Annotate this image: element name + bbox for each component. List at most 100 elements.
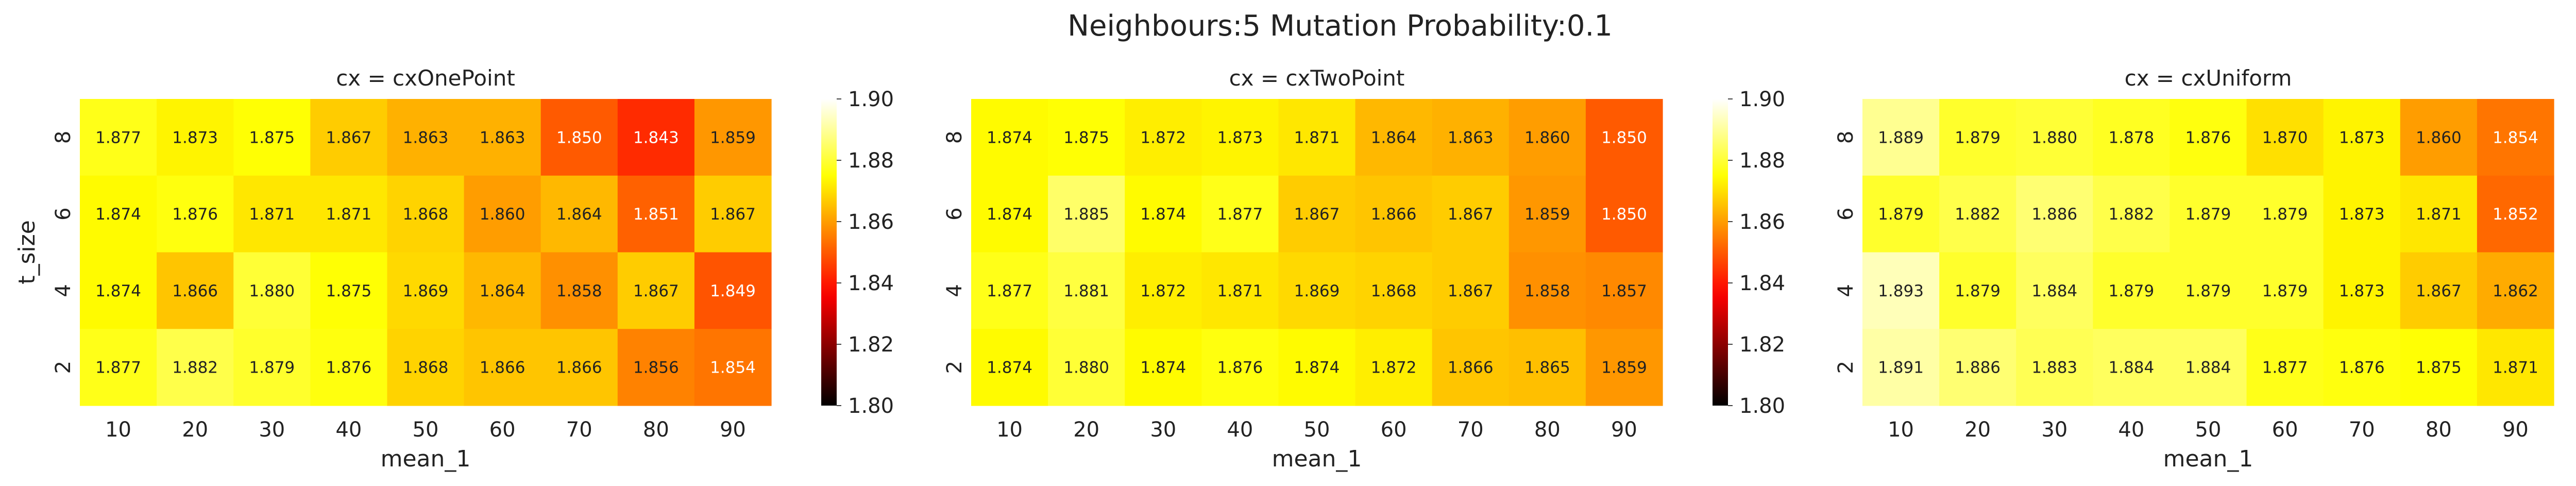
colorbar-tick-label: 1.80 [1739,394,1785,418]
heatmap-cell [1201,329,1279,406]
cell-value-label: 1.876 [1217,359,1263,377]
heatmap-cell [1939,252,2016,329]
cell-value-label: 1.873 [2339,128,2385,147]
cell-value-label: 1.871 [1294,128,1340,147]
heatmap-cell [540,99,618,176]
x-tick-label: 60 [1381,418,1407,442]
cell-value-label: 1.867 [633,282,679,300]
cell-value-label: 1.879 [2262,282,2308,300]
heatmap-cell [1585,99,1663,176]
heatmap-cell [1201,252,1279,329]
cell-value-label: 1.866 [1448,359,1494,377]
y-tick-label: 8 [943,131,967,144]
colorbar-tick-label: 1.82 [848,333,894,357]
cell-value-label: 1.866 [1371,205,1417,224]
heatmap-cell [387,329,465,406]
cell-value-label: 1.867 [1448,282,1494,300]
cell-value-label: 1.882 [1955,205,2001,224]
heatmap-cell [1201,99,1279,176]
x-tick-label: 80 [1534,418,1561,442]
heatmap-cell [1355,252,1433,329]
cell-value-label: 1.879 [1955,282,2001,300]
x-tick-label: 90 [2502,418,2529,442]
cell-value-label: 1.867 [1294,205,1340,224]
cell-value-label: 1.880 [2031,128,2077,147]
heatmap-cell [1278,99,1356,176]
x-axis-label: mean_1 [2163,446,2253,472]
cell-value-label: 1.884 [2109,359,2155,377]
cell-value-label: 1.871 [249,205,295,224]
cell-value-label: 1.873 [172,128,218,147]
heatmap-cell [464,252,541,329]
cell-value-label: 1.879 [2262,205,2308,224]
cell-value-label: 1.877 [2262,359,2308,377]
cell-value-label: 1.873 [1217,128,1263,147]
cell-value-label: 1.886 [1955,359,2001,377]
heatmap-cell [387,99,465,176]
heatmap-cell [2246,99,2324,176]
cell-value-label: 1.860 [1524,128,1570,147]
colorbar-tick-label: 1.84 [1739,272,1785,295]
cell-value-label: 1.874 [987,205,1032,224]
heatmap-cell [387,175,465,253]
cell-value-label: 1.852 [2493,205,2538,224]
y-tick-label: 4 [943,284,967,297]
heatmap-cell [387,252,465,329]
cell-value-label: 1.871 [326,205,372,224]
cell-value-label: 1.884 [2185,359,2231,377]
y-axis-label: t_size [14,220,40,284]
y-tick-label: 4 [1834,284,1858,297]
heatmap-cell [464,175,541,253]
heatmap-cell [2400,252,2478,329]
heatmap-cell [464,329,541,406]
heatmap-cell [1585,329,1663,406]
x-tick-label: 10 [105,418,131,442]
cell-value-label: 1.862 [2493,282,2538,300]
cell-value-label: 1.867 [2416,282,2462,300]
colorbar-tick-label: 1.88 [848,149,894,173]
heatmap-cell [1125,99,1202,176]
cell-value-label: 1.879 [249,359,295,377]
heatmap-cell [1585,175,1663,253]
heatmap-cell [310,99,388,176]
cell-value-label: 1.856 [633,359,679,377]
heatmap-cell [157,252,234,329]
heatmap-cell [157,99,234,176]
cell-value-label: 1.875 [1063,128,1109,147]
subplot-title-1: cx = cxOnePoint [336,65,515,91]
cell-value-label: 1.857 [1601,282,1647,300]
heatmap-cell [80,329,157,406]
y-tick-label: 6 [1834,207,1858,220]
y-tick-label: 2 [1834,361,1858,374]
heatmap-cell [2477,329,2554,406]
cell-value-label: 1.878 [2109,128,2155,147]
heatmap-cell [1048,252,1125,329]
subplot-title-2: cx = cxTwoPoint [1229,65,1405,91]
x-tick-label: 30 [2041,418,2067,442]
colorbar-tick-label: 1.88 [1739,149,1785,173]
y-tick-label: 2 [943,361,967,374]
y-tick-label: 8 [52,131,75,144]
cell-value-label: 1.882 [2109,205,2155,224]
cell-value-label: 1.850 [1601,205,1647,224]
colorbar-tick-label: 1.84 [848,272,894,295]
heatmap-cell [2400,329,2478,406]
heatmap-cell [617,329,695,406]
x-tick-label: 30 [259,418,285,442]
heatmap-cell [2323,175,2401,253]
heatmap-cell [1939,329,2016,406]
heatmap-cell [2400,175,2478,253]
x-tick-label: 90 [1611,418,1637,442]
heatmap-cell [1509,99,1586,176]
heatmap-cell [617,252,695,329]
x-axis-label: mean_1 [1272,446,1362,472]
cell-value-label: 1.868 [403,205,449,224]
y-tick-label: 6 [943,207,967,220]
heatmap-cell [1432,252,1510,329]
cell-value-label: 1.886 [2031,205,2077,224]
x-tick-label: 70 [2349,418,2375,442]
y-tick-label: 8 [1834,131,1858,144]
cell-value-label: 1.863 [403,128,449,147]
heatmap-cell [1509,252,1586,329]
cell-value-label: 1.860 [480,205,526,224]
